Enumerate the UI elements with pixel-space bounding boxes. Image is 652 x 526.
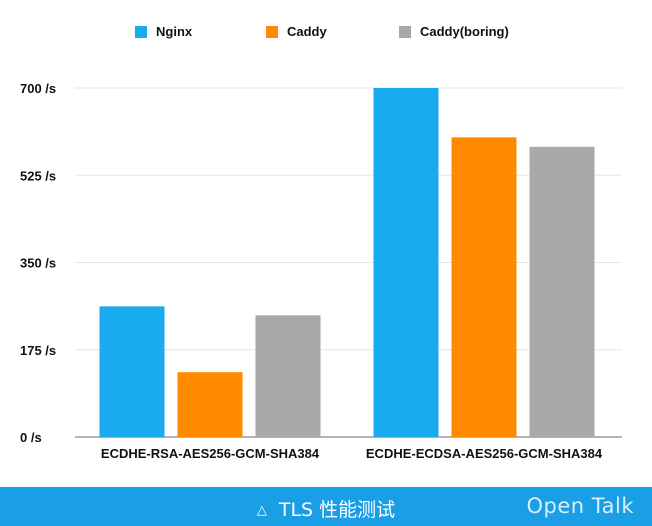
legend-swatch — [266, 25, 278, 38]
bar-nginx-2 — [373, 88, 439, 437]
y-tick-label: 700 /s — [20, 81, 56, 96]
legend-item: Nginx — [135, 24, 192, 39]
legend-label: Nginx — [156, 24, 193, 39]
legend-swatch — [135, 25, 147, 38]
bar-caddy-2 — [451, 137, 517, 437]
bar-caddy-1 — [177, 372, 243, 437]
legend-item: Caddy(boring) — [399, 24, 509, 39]
x-tick-label: ECDHE-RSA-AES256-GCM-SHA384 — [101, 446, 320, 461]
bar-nginx-1 — [99, 306, 165, 437]
legend-swatch — [399, 25, 411, 38]
y-tick-label: 350 /s — [20, 256, 56, 271]
chart-area: 0 /s 175 /s 350 /s 525 /s 700 /s ECDHE-RSA-AE… — [0, 24, 652, 461]
footer-title: △ TLS 性能测试 — [0, 495, 652, 522]
triangle-outline-icon: △ — [256, 503, 267, 518]
y-tick-label: 175 /s — [20, 343, 56, 358]
footer-title-text: TLS 性能测试 — [278, 499, 396, 521]
legend-label: Caddy — [287, 24, 327, 39]
legend-label: Caddy(boring) — [420, 24, 509, 39]
bar-caddy-boring-2 — [529, 146, 595, 437]
brand-logo: Open Talk — [526, 494, 634, 518]
y-tick-label: 0 /s — [20, 430, 42, 445]
x-tick-label: ECDHE-ECDSA-AES256-GCM-SHA384 — [366, 446, 603, 461]
bar-caddy-boring-1 — [255, 315, 321, 437]
bar-chart: 0 /s 175 /s 350 /s 525 /s 700 /s ECDHE-RSA-AE… — [20, 81, 622, 461]
legend: Nginx Caddy Caddy(boring) — [0, 24, 652, 44]
footer-banner: △ TLS 性能测试 Open Talk — [0, 487, 652, 526]
y-tick-label: 525 /s — [20, 168, 56, 183]
legend-item: Caddy — [266, 24, 327, 39]
